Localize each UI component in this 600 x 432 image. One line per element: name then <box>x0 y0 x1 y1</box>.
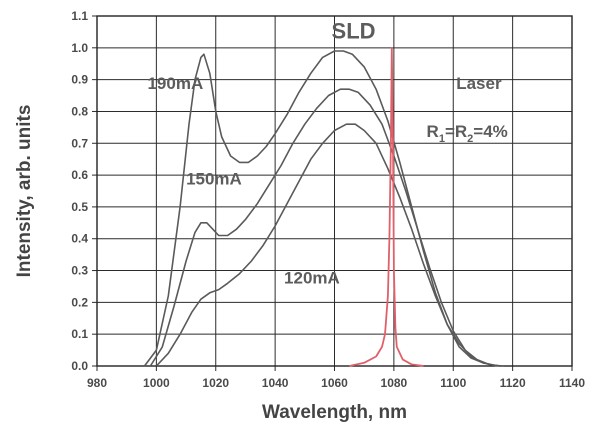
series-line-laser <box>349 46 424 367</box>
x-axis-title: Wavelength, nm <box>262 402 407 423</box>
y-tick-label: 0.3 <box>71 264 88 278</box>
series-line-190ma <box>143 50 501 367</box>
series-line-150ma <box>149 88 501 367</box>
x-tick-label: 980 <box>87 376 107 390</box>
y-tick-label: 0.1 <box>71 327 88 341</box>
x-tick-labels: 980 1000 1020 1040 1060 1080 1100 1120 1140 <box>87 376 585 390</box>
r1-subscript: 1 <box>439 133 445 145</box>
annotation-laser: Laser <box>456 74 502 93</box>
y-tick-label: 0.0 <box>71 359 88 373</box>
annotation-120ma: 120mA <box>284 268 340 287</box>
y-tick-label: 0.7 <box>71 136 88 150</box>
series-line-120ma <box>155 123 504 367</box>
y-tick-label: 0.6 <box>71 168 88 182</box>
x-tick-label: 1040 <box>262 376 289 390</box>
x-tick-label: 1100 <box>440 376 466 390</box>
y-tick-label: 0.9 <box>71 73 88 87</box>
y-axis-title: Intensity, arb. units <box>14 105 35 278</box>
y-tick-label: 0.5 <box>71 200 88 214</box>
annotation-190ma: 190mA <box>147 74 203 93</box>
x-tick-label: 1000 <box>143 376 170 390</box>
x-tick-label: 1060 <box>321 376 348 390</box>
y-tick-label: 1.1 <box>71 9 88 23</box>
plot-frame <box>96 15 573 367</box>
x-tick-label: 1020 <box>202 376 229 390</box>
series-lines <box>143 46 504 367</box>
annotation-sld: SLD <box>332 18 376 43</box>
x-tick-label: 1140 <box>559 376 585 390</box>
reflectivity-value: =4% <box>473 122 508 141</box>
x-tick-label: 1080 <box>381 376 408 390</box>
r1-symbol: R <box>427 122 439 141</box>
laser-reflectivity-label: R1=R2=4% <box>427 122 508 145</box>
y-tick-labels: 0.0 0.1 0.2 0.3 0.4 0.5 0.6 0.7 0.8 0.9 1.0 1.1 <box>71 9 88 373</box>
y-tick-label: 0.2 <box>71 295 88 309</box>
y-tick-label: 0.4 <box>71 232 88 246</box>
r2-symbol: =R <box>445 122 467 141</box>
y-tick-label: 1.0 <box>71 41 88 55</box>
y-tick-label: 0.8 <box>71 104 88 118</box>
annotation-150ma: 150mA <box>186 170 242 189</box>
annotations: SLD 190mA 150mA 120mA Laser <box>147 18 501 287</box>
x-tick-label: 1120 <box>500 376 526 390</box>
r2-subscript: 2 <box>467 133 473 145</box>
